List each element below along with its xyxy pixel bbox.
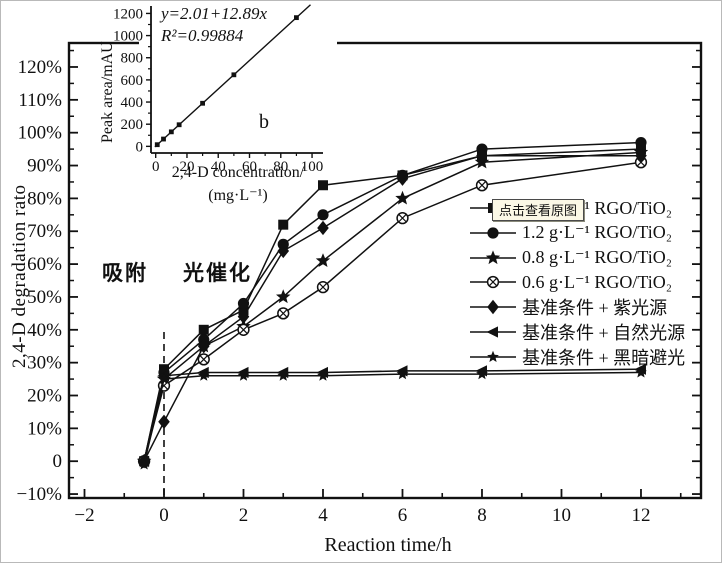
marker-star-small [158, 372, 170, 385]
y-tick-label: 50% [27, 287, 62, 308]
inset-data-point [176, 122, 182, 128]
inset-y-tick-label: 0 [136, 139, 144, 155]
marker-circle-cross [197, 353, 210, 366]
marker-diamond [158, 414, 170, 429]
x-axis-title: Reaction time/h [324, 534, 452, 556]
marker-star-small [138, 458, 150, 470]
marker-square [317, 180, 328, 191]
x-tick-label: −2 [74, 505, 94, 526]
marker-diamond [635, 148, 647, 163]
marker-star [315, 253, 331, 267]
marker-square [198, 324, 209, 335]
x-tick-label: 4 [318, 505, 328, 526]
y-tick-label: 90% [27, 156, 62, 177]
inset-x-tick-label: 0 [152, 159, 160, 175]
region-label-photocatalysis: 光催化 [183, 261, 252, 285]
y-axis-title: 2,4-D degradation rato [9, 184, 30, 369]
x-tick-label: 8 [477, 505, 487, 526]
inset-data-point [161, 136, 166, 142]
y-tick-label: 30% [27, 353, 62, 374]
marker-circle-cross [316, 280, 330, 294]
y-tick-label: 10% [27, 418, 62, 439]
marker-star-small [635, 366, 647, 378]
inset-y-tick-label: 600 [121, 73, 144, 89]
inset-data-point [200, 100, 205, 106]
marker-star-small [317, 369, 329, 381]
marker-diamond [396, 171, 409, 186]
x-tick-label: 10 [552, 505, 571, 526]
y-tick-label: 110% [18, 90, 62, 111]
inset-y-tick-label: 800 [121, 51, 144, 67]
inset-data-point [294, 15, 299, 21]
marker-star-small [237, 369, 250, 381]
x-tick-label: 12 [631, 505, 650, 526]
inset-y-tick-label: 200 [121, 117, 144, 133]
marker-star [395, 190, 410, 205]
marker-circle-cross [277, 307, 290, 320]
marker-square [278, 219, 289, 230]
marker-diamond [197, 339, 210, 354]
marker-circle [317, 209, 329, 221]
inset-x-axis-title-line1: 2,4-D concentration/ [171, 164, 305, 181]
y-tick-label: 80% [27, 188, 62, 209]
inset-data-point [154, 142, 160, 148]
region-label-adsorption: 吸附 [102, 261, 148, 285]
marker-circle-cross [475, 179, 489, 192]
x-tick-label: 0 [159, 505, 169, 526]
y-tick-label: 60% [27, 254, 62, 275]
marker-circle [635, 136, 647, 149]
y-tick-label: 20% [27, 386, 62, 407]
marker-diamond [237, 309, 250, 324]
inset-y-tick-label: 1000 [113, 29, 143, 45]
marker-diamond [317, 220, 329, 236]
inset-data-point [231, 72, 237, 78]
view-original-image-tooltip[interactable]: 点击查看原图 [492, 199, 584, 221]
marker-diamond [476, 148, 488, 163]
inset-y-tick-label: 1200 [113, 6, 143, 22]
main-axes: −2 0 2 4 6 8 10 12 −10% 0 10% 20% 30% 40% 50% 60% 70% 80%… [16, 41, 703, 526]
marker-circle-cross [237, 323, 250, 336]
inset-x-tick-label: 100 [301, 159, 324, 175]
x-tick-label: 2 [239, 505, 249, 526]
marker-star-small [396, 367, 409, 380]
inset-y-axis-title: Peak area/mAU [99, 41, 116, 143]
inset-r-squared: R²=0.99884 [161, 26, 244, 45]
y-tick-label: −10% [16, 484, 62, 505]
inset-background [139, 1, 337, 161]
x-tick-label: 6 [398, 505, 408, 526]
marker-star-small [476, 367, 488, 380]
marker-circle-cross [396, 211, 409, 225]
inset-y-tick-label: 400 [121, 95, 144, 111]
marker-star [276, 289, 291, 304]
inset-x-tick-label: 40 [211, 159, 226, 175]
inset-x-tick-label: 60 [242, 159, 257, 175]
inset-panel-label: b [259, 111, 269, 133]
y-tick-label: 40% [27, 320, 62, 341]
series-5 [137, 363, 646, 467]
y-tick-label: 100% [18, 123, 63, 144]
series-6 [138, 366, 647, 470]
marker-circle [237, 297, 250, 310]
y-tick-label: 0 [53, 451, 63, 472]
inset-x-axis-title-line2: (mg·L⁻¹) [208, 187, 268, 204]
inset-x-tick-label: 20 [179, 159, 194, 175]
y-tick-label: 120% [18, 57, 63, 78]
inset-equation: y=2.01+12.89x [161, 4, 268, 23]
inset-x-tick-label: 80 [273, 159, 288, 175]
y-tick-label: 70% [27, 221, 62, 242]
inset-data-point [168, 129, 174, 135]
marker-diamond [277, 243, 290, 259]
marker-star-small [197, 369, 210, 381]
marker-star-small [277, 369, 290, 381]
